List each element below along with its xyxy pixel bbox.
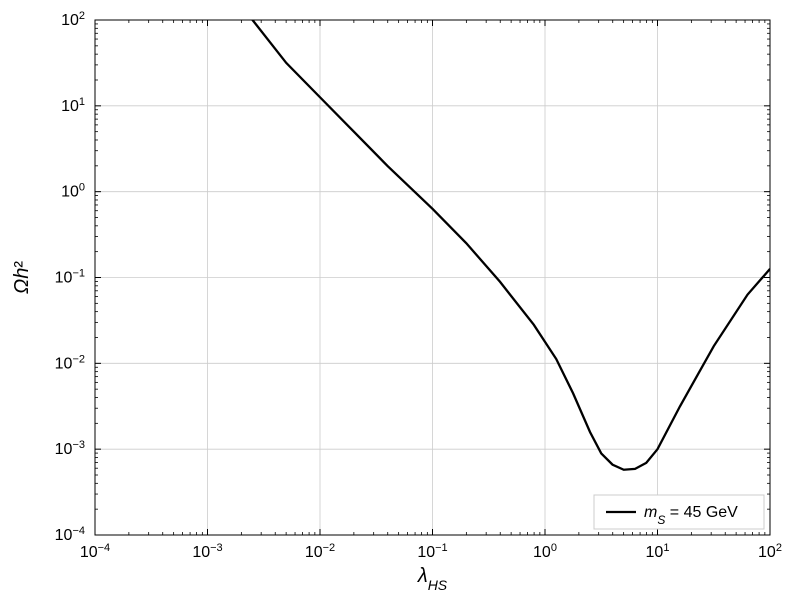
line-chart: 10−410−310−210−110010110210−410−310−210−… xyxy=(0,0,800,600)
chart-container: 10−410−310−210−110010110210−410−310−210−… xyxy=(0,0,800,600)
legend: mS = 45 GeV xyxy=(594,495,764,529)
y-axis-label: Ωh² xyxy=(11,261,33,294)
